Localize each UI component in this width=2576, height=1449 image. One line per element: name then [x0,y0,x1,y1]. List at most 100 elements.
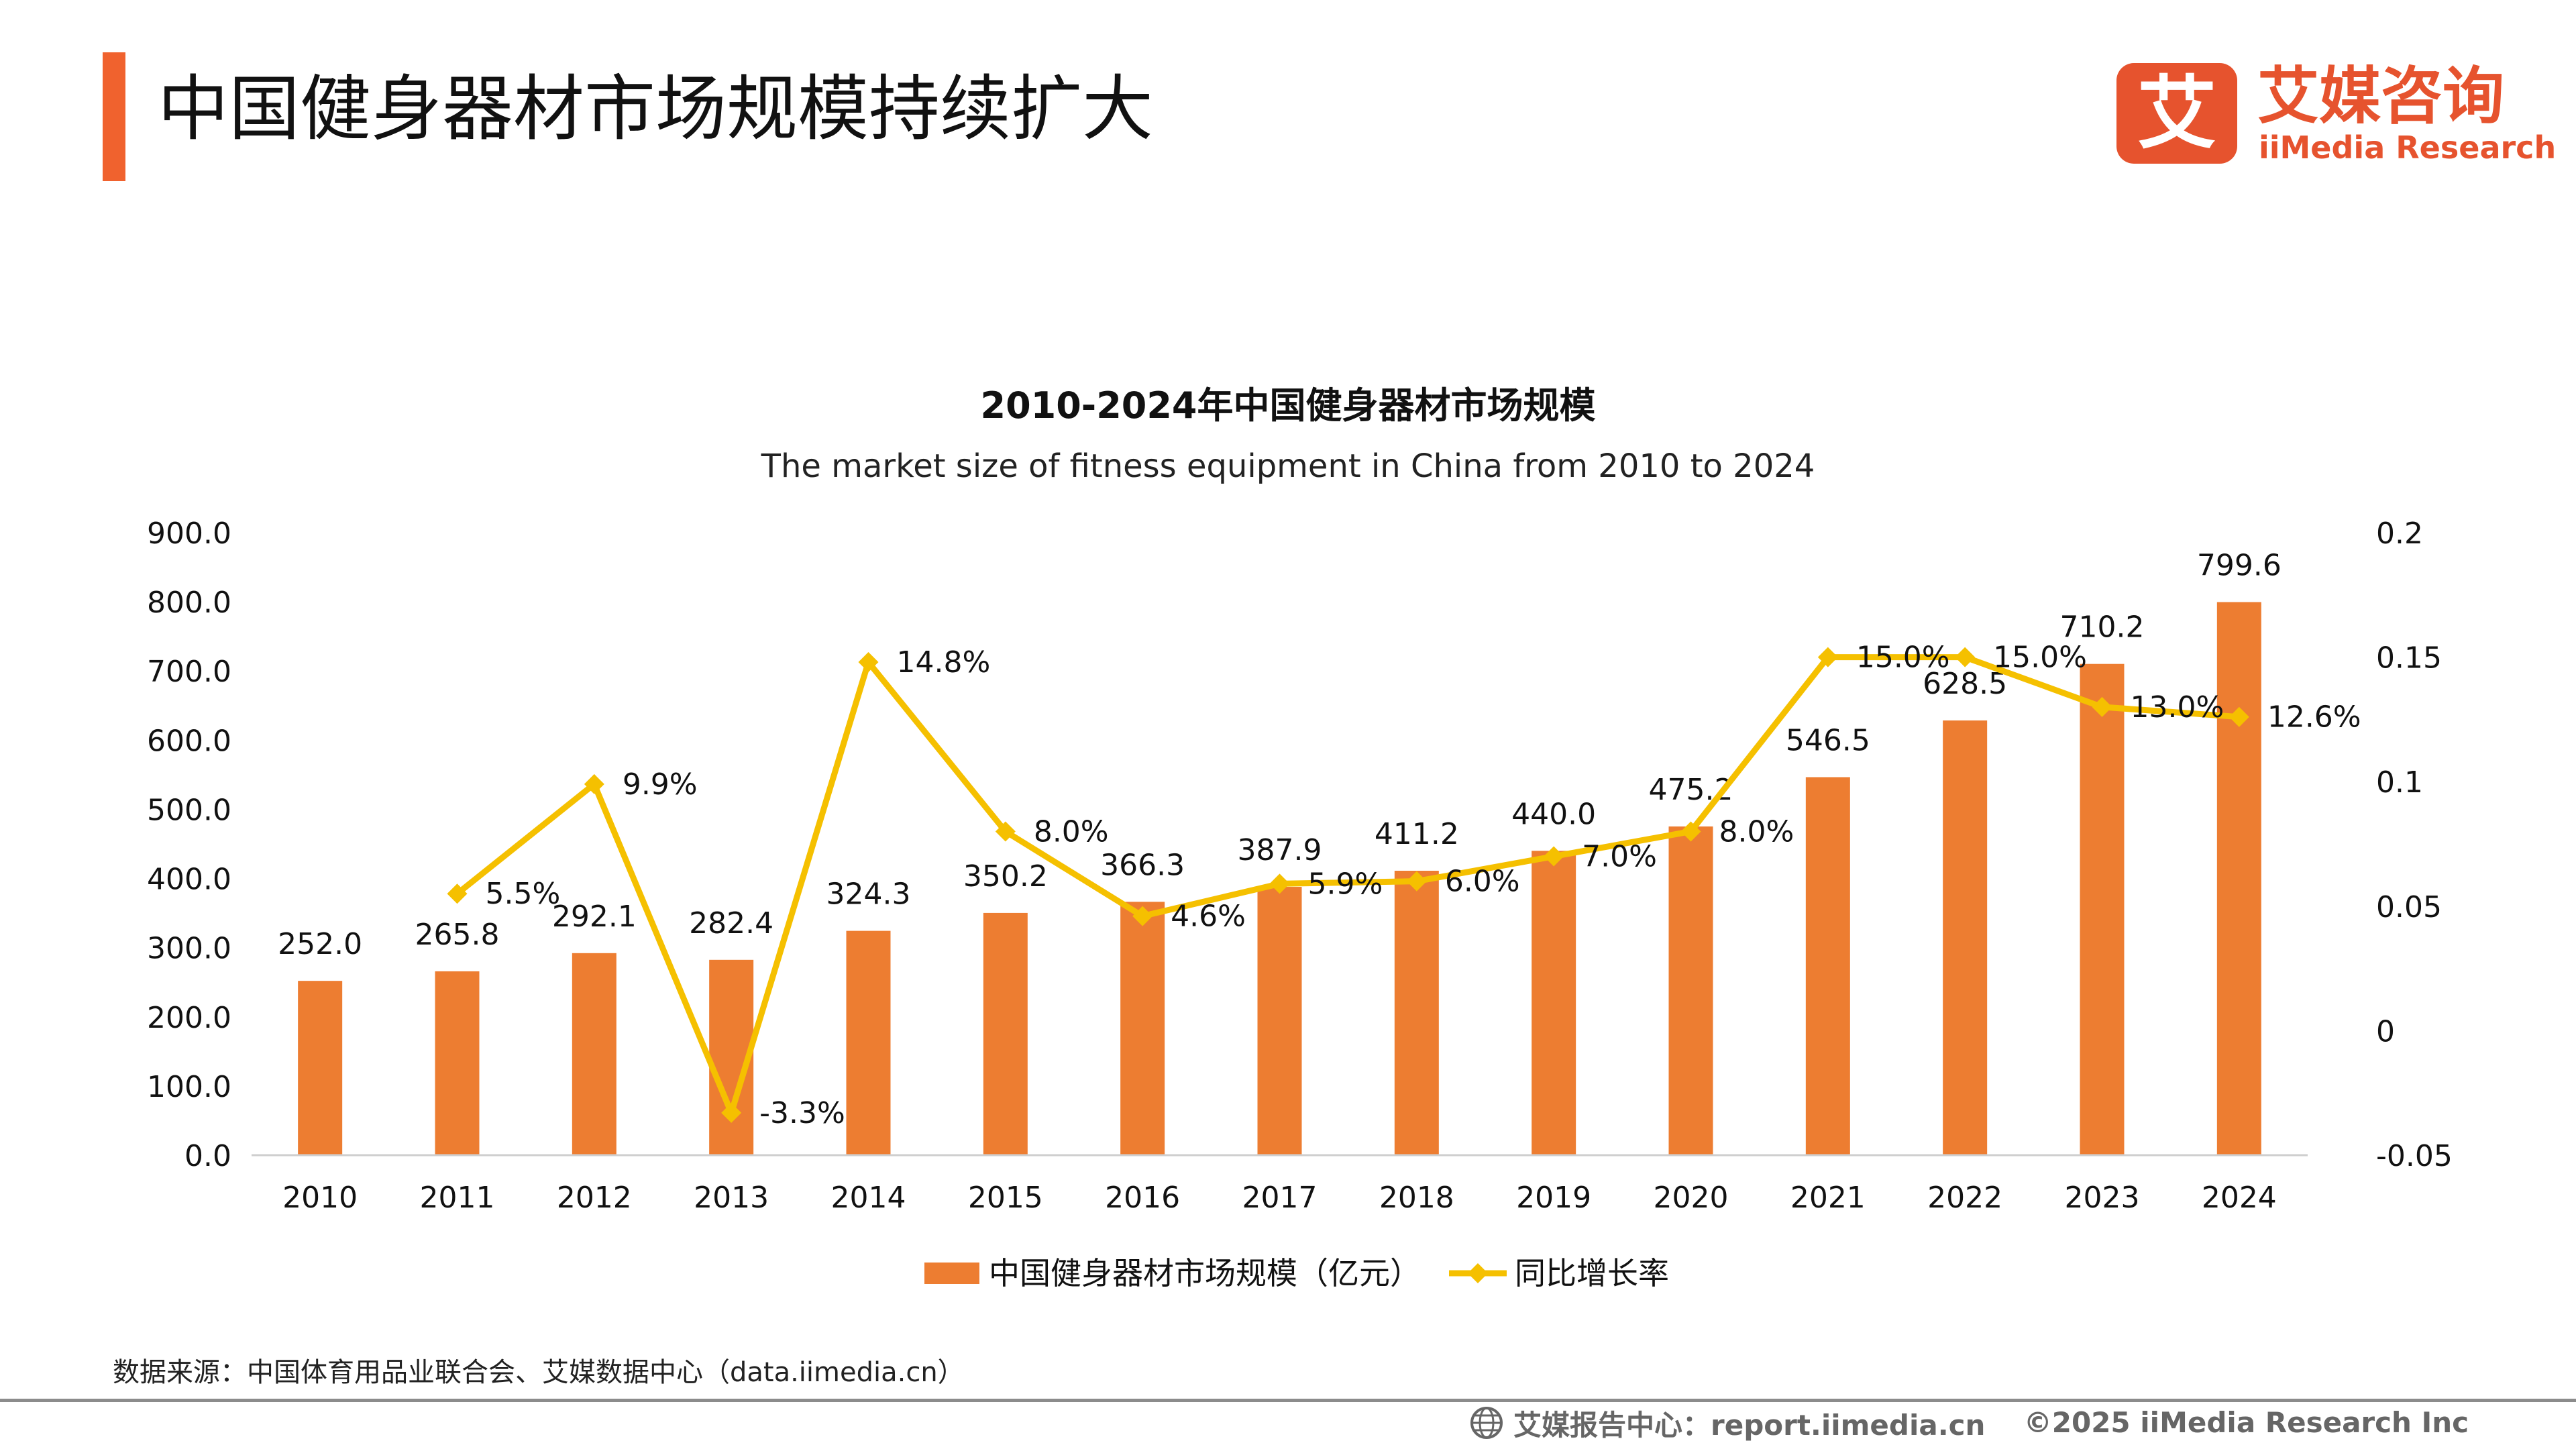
y-left-tick-label: 700.0 [147,655,231,689]
page-title: 中国健身器材市场规模持续扩大 [158,68,1153,150]
brand-logo: 艾 艾媒咨询 iiMedia Research [2116,60,2556,174]
growth-rate-label: 8.0% [1719,814,1794,849]
footer-report-center: 艾媒报告中心：report.iimedia.cn [1469,1402,1985,1444]
bar-value-label: 292.1 [552,900,637,934]
growth-rate-point [1680,821,1701,842]
growth-rate-point [2229,706,2249,727]
y-left-tick-label: 300.0 [147,932,231,966]
legend-swatch-growth-marker [1468,1263,1488,1283]
bar [846,930,891,1155]
y-right-tick-label: 0.1 [2376,765,2423,800]
growth-rate-label: 7.0% [1582,840,1657,874]
y-left-tick-label: 800.0 [147,586,231,620]
growth-rate-label: 5.5% [486,877,561,911]
growth-rate-point [1406,871,1427,892]
logo-name-cn: 艾媒咨询 [2257,60,2505,132]
bar [1532,851,1576,1155]
growth-rate-label: 4.6% [1171,900,1246,934]
bar [1257,887,1302,1155]
x-tick-label: 2020 [1654,1181,1729,1215]
x-tick-label: 2015 [968,1181,1043,1215]
bar [2080,663,2125,1155]
growth-rate-label: 8.0% [1034,814,1109,849]
x-tick-label: 2024 [2202,1181,2277,1215]
bar-value-label: 710.2 [2060,610,2145,645]
x-tick-label: 2016 [1105,1181,1180,1215]
growth-rate-label: 14.8% [897,645,991,680]
bar-value-label: 282.4 [689,906,773,941]
x-tick-label: 2023 [2065,1181,2140,1215]
logo-name-en: iiMedia Research [2259,129,2557,166]
title-accent-bar [103,52,125,181]
growth-rate-label: 15.0% [1856,641,1950,675]
logo-glyph: 艾 [2137,67,2216,160]
growth-rate-point [1269,873,1290,894]
globe-icon [1470,1407,1503,1439]
chart-subtitle: The market size of fitness equipment in … [761,447,1815,485]
y-right-tick-label: 0.05 [2376,890,2442,924]
y-left-tick-label: 100.0 [147,1070,231,1104]
x-tick-label: 2014 [831,1181,906,1215]
bar-value-label: 475.2 [1649,773,1733,807]
legend-label-market-size: 中国健身器材市场规模（亿元） [989,1255,1421,1291]
bar-value-label: 265.8 [415,918,500,952]
bar [435,971,480,1155]
growth-rate-point [2092,696,2112,717]
growth-rate-label: -3.3% [759,1096,845,1130]
bar-value-label: 324.3 [826,877,911,912]
footer-copyright: ©2025 iiMedia Research Inc [2023,1406,2469,1439]
x-tick-label: 2012 [557,1181,632,1215]
growth-rate-point [858,652,879,673]
x-tick-label: 2011 [420,1181,495,1215]
legend-label-growth-rate: 同比增长率 [1515,1255,1669,1291]
y-right-tick-label: -0.05 [2376,1139,2453,1173]
growth-rate-point [1817,647,1838,667]
bar-value-label: 387.9 [1238,833,1322,867]
growth-rate-point [447,883,468,904]
bar-value-label: 799.6 [2197,549,2282,583]
bar [572,953,616,1155]
chart-title: 2010-2024年中国健身器材市场规模 [980,384,1596,427]
x-tick-label: 2017 [1242,1181,1318,1215]
bar-value-label: 350.2 [963,859,1048,894]
x-tick-label: 2021 [1790,1181,1866,1215]
data-source-note: 数据来源：中国体育用品业联合会、艾媒数据中心（data.iimedia.cn） [113,1357,965,1388]
x-tick-label: 2019 [1516,1181,1591,1215]
growth-rate-label: 12.6% [2267,700,2361,735]
logo-badge [2116,63,2237,164]
growth-rate-point [1544,846,1564,867]
x-tick-label: 2018 [1379,1181,1454,1215]
growth-rate-point [721,1102,742,1123]
y-left-tick-label: 0.0 [184,1139,231,1173]
bar-value-label: 628.5 [1923,667,2007,701]
bar-value-label: 546.5 [1786,723,1870,757]
y-right-tick-label: 0.2 [2376,517,2423,551]
y-left-tick-label: 400.0 [147,863,231,897]
growth-rate-point [584,773,604,794]
growth-rate-point [1955,647,1976,667]
x-tick-label: 2010 [282,1181,358,1215]
growth-rate-line [455,654,2240,1116]
bar [1120,902,1165,1155]
footer-report-center-text: 艾媒报告中心：report.iimedia.cn [1513,1408,1986,1442]
bar [2216,602,2261,1155]
bar-value-label: 411.2 [1375,817,1459,851]
bar [983,912,1028,1155]
y-left-tick-label: 200.0 [147,1001,231,1035]
growth-rate-point [1132,906,1153,926]
bar [1805,777,1850,1155]
bar [1668,826,1713,1155]
y-left-tick-label: 900.0 [147,517,231,551]
y-right-tick-label: 0.15 [2376,641,2442,676]
y-right-tick-label: 0 [2376,1014,2395,1049]
bar [1943,720,1988,1155]
growth-rate-point [995,821,1016,842]
bar-value-label: 440.0 [1511,797,1596,831]
bar-value-label: 366.3 [1100,848,1185,882]
growth-rate-label: 6.0% [1445,865,1520,899]
footer-divider [0,1399,2576,1402]
growth-rate-label: 5.9% [1308,867,1383,901]
legend-swatch-market-size [924,1263,979,1284]
x-tick-label: 2013 [694,1181,769,1215]
